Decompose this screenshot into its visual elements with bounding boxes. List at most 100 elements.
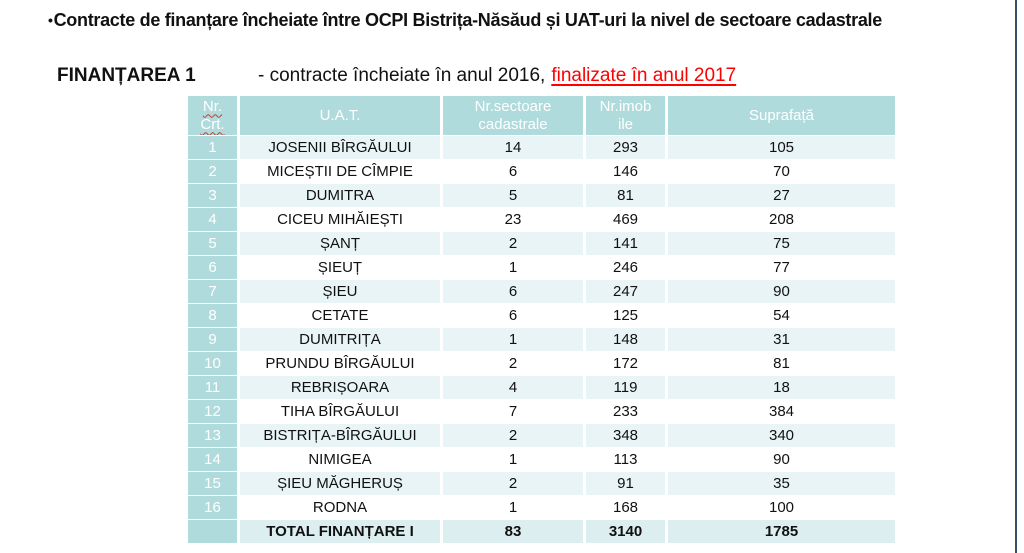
- table-row: 14 NIMIGEA 1 113 90: [185, 447, 898, 472]
- cell-uat: ȘANȚ: [237, 231, 443, 256]
- cell-uat: ȘIEU MĂGHERUȘ: [237, 471, 443, 496]
- cell-uat: CETATE: [237, 303, 443, 328]
- table-total-row: TOTAL FINANȚARE I 83 3140 1785: [185, 519, 898, 544]
- cell-imobile: 81: [583, 183, 668, 208]
- financing-table: Nr. Crt. U.A.T. Nr.sectoare cadastrale N…: [185, 95, 898, 544]
- header-sectoare: Nr.sectoare cadastrale: [440, 95, 586, 136]
- cell-uat: JOSENII BÎRGĂULUI: [237, 135, 443, 160]
- cell-suprafata: 105: [665, 135, 898, 160]
- cell-suprafata: 384: [665, 399, 898, 424]
- cell-uat: NIMIGEA: [237, 447, 443, 472]
- cell-nr: 16: [185, 495, 240, 520]
- table-row: 2 MICEȘTII DE CÎMPIE 6 146 70: [185, 159, 898, 184]
- table-row: 12 TIHA BÎRGĂULUI 7 233 384: [185, 399, 898, 424]
- cell-suprafata: 18: [665, 375, 898, 400]
- cell-suprafata: 35: [665, 471, 898, 496]
- cell-nr: 10: [185, 351, 240, 376]
- cell-imobile: 348: [583, 423, 668, 448]
- cell-sectoare: 23: [440, 207, 586, 232]
- slide-title-line: •Contracte de finanțare încheiate între …: [48, 8, 1014, 32]
- table-row: 13 BISTRIȚA-BÎRGĂULUI 2 348 340: [185, 423, 898, 448]
- subtitle-line: FINANȚAREA 1 - contracte încheiate în anu…: [57, 64, 736, 88]
- cell-imobile: 247: [583, 279, 668, 304]
- cell-suprafata: 70: [665, 159, 898, 184]
- table-row: 4 CICEU MIHĂIEȘTI 23 469 208: [185, 207, 898, 232]
- cell-nr: 13: [185, 423, 240, 448]
- cell-imobile: 148: [583, 327, 668, 352]
- cell-suprafata: 90: [665, 447, 898, 472]
- table-row: 3 DUMITRA 5 81 27: [185, 183, 898, 208]
- subtitle-highlight: finalizate în anul 2017: [551, 65, 737, 86]
- cell-imobile: 469: [583, 207, 668, 232]
- cell-uat: RODNA: [237, 495, 443, 520]
- cell-imobile: 91: [583, 471, 668, 496]
- cell-nr: 4: [185, 207, 240, 232]
- cell-uat: DUMITRIȚA: [237, 327, 443, 352]
- cell-sectoare: 6: [440, 159, 586, 184]
- cell-nr: 14: [185, 447, 240, 472]
- cell-suprafata: 208: [665, 207, 898, 232]
- cell-imobile: 293: [583, 135, 668, 160]
- cell-uat: ȘIEU: [237, 279, 443, 304]
- subtitle-text: - contracte încheiate în anul 2016,: [258, 65, 546, 86]
- total-cell-sectoare: 83: [440, 519, 586, 544]
- cell-sectoare: 4: [440, 375, 586, 400]
- cell-sectoare: 1: [440, 447, 586, 472]
- table-body: 1 JOSENII BÎRGĂULUI 14 293 105 2 MICEȘTII DE C…: [185, 135, 898, 520]
- cell-nr: 2: [185, 159, 240, 184]
- cell-suprafata: 90: [665, 279, 898, 304]
- cell-imobile: 168: [583, 495, 668, 520]
- cell-imobile: 113: [583, 447, 668, 472]
- table-header-row: Nr. Crt. U.A.T. Nr.sectoare cadastrale N…: [185, 95, 898, 136]
- total-cell-suprafata: 1785: [665, 519, 898, 544]
- cell-imobile: 146: [583, 159, 668, 184]
- cell-sectoare: 1: [440, 327, 586, 352]
- cell-imobile: 141: [583, 231, 668, 256]
- cell-sectoare: 1: [440, 495, 586, 520]
- cell-uat: DUMITRA: [237, 183, 443, 208]
- cell-imobile: 172: [583, 351, 668, 376]
- cell-sectoare: 2: [440, 423, 586, 448]
- table-row: 7 ȘIEU 6 247 90: [185, 279, 898, 304]
- cell-uat: PRUNDU BÎRGĂULUI: [237, 351, 443, 376]
- total-cell-label: TOTAL FINANȚARE I: [237, 519, 443, 544]
- header-suprafata: Suprafață: [665, 95, 898, 136]
- table-row: 1 JOSENII BÎRGĂULUI 14 293 105: [185, 135, 898, 160]
- cell-nr: 8: [185, 303, 240, 328]
- total-cell-imobile: 3140: [583, 519, 668, 544]
- cell-uat: ȘIEUȚ: [237, 255, 443, 280]
- header-imobile: Nr.imob ile: [583, 95, 668, 136]
- slide-title: Contracte de finanțare încheiate între O…: [53, 10, 883, 30]
- cell-nr: 9: [185, 327, 240, 352]
- cell-suprafata: 77: [665, 255, 898, 280]
- cell-nr: 7: [185, 279, 240, 304]
- table-footer: TOTAL FINANȚARE I 83 3140 1785: [185, 519, 898, 544]
- cell-suprafata: 54: [665, 303, 898, 328]
- table-row: 9 DUMITRIȚA 1 148 31: [185, 327, 898, 352]
- cell-sectoare: 5: [440, 183, 586, 208]
- table-header: Nr. Crt. U.A.T. Nr.sectoare cadastrale N…: [185, 95, 898, 136]
- table-row: 6 ȘIEUȚ 1 246 77: [185, 255, 898, 280]
- table-row: 11 REBRIȘOARA 4 119 18: [185, 375, 898, 400]
- cell-suprafata: 31: [665, 327, 898, 352]
- cell-uat: TIHA BÎRGĂULUI: [237, 399, 443, 424]
- cell-imobile: 233: [583, 399, 668, 424]
- cell-suprafata: 100: [665, 495, 898, 520]
- cell-sectoare: 6: [440, 279, 586, 304]
- cell-imobile: 125: [583, 303, 668, 328]
- cell-nr: 3: [185, 183, 240, 208]
- cell-nr: 6: [185, 255, 240, 280]
- cell-suprafata: 27: [665, 183, 898, 208]
- financing-label: FINANȚAREA 1: [57, 65, 196, 86]
- header-nr-crt: Nr. Crt.: [185, 95, 240, 136]
- slide-right-border: [1015, 0, 1017, 553]
- bullet-icon: •: [48, 12, 53, 28]
- cell-sectoare: 2: [440, 471, 586, 496]
- cell-uat: CICEU MIHĂIEȘTI: [237, 207, 443, 232]
- cell-uat: MICEȘTII DE CÎMPIE: [237, 159, 443, 184]
- cell-nr: 11: [185, 375, 240, 400]
- table-row: 15 ȘIEU MĂGHERUȘ 2 91 35: [185, 471, 898, 496]
- cell-sectoare: 7: [440, 399, 586, 424]
- cell-nr: 1: [185, 135, 240, 160]
- header-uat: U.A.T.: [237, 95, 443, 136]
